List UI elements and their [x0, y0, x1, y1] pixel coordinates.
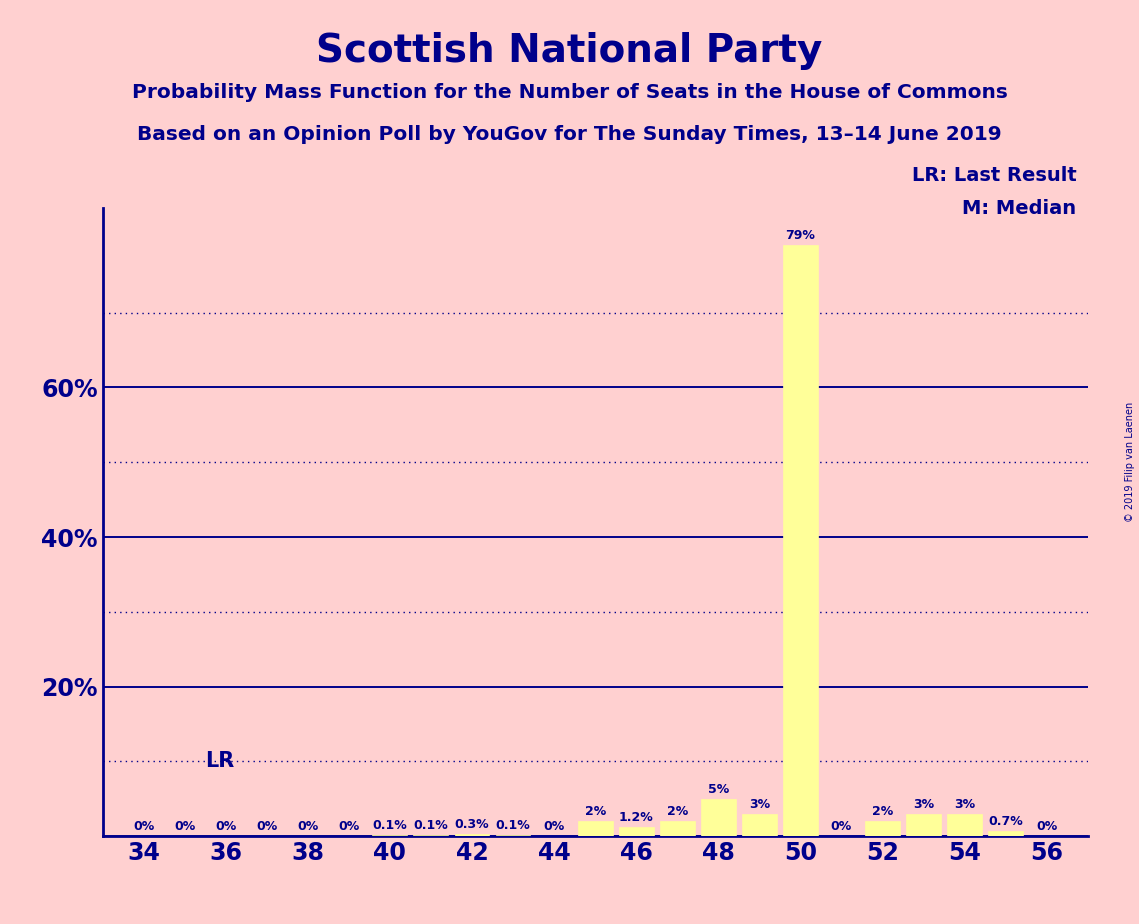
- Text: 0%: 0%: [133, 821, 154, 833]
- Text: 3%: 3%: [913, 797, 934, 810]
- Text: 0.1%: 0.1%: [495, 820, 531, 833]
- Text: 0.1%: 0.1%: [413, 820, 449, 833]
- Text: 0%: 0%: [256, 821, 277, 833]
- Text: 2%: 2%: [666, 806, 688, 819]
- Text: Probability Mass Function for the Number of Seats in the House of Commons: Probability Mass Function for the Number…: [132, 83, 1007, 103]
- Bar: [865, 821, 900, 836]
- Text: 0%: 0%: [297, 821, 319, 833]
- Text: 0%: 0%: [215, 821, 236, 833]
- Text: 3%: 3%: [748, 797, 770, 810]
- Bar: [907, 814, 941, 836]
- Bar: [782, 245, 818, 836]
- Text: LR: LR: [205, 751, 235, 772]
- Text: Based on an Opinion Poll by YouGov for The Sunday Times, 13–14 June 2019: Based on an Opinion Poll by YouGov for T…: [137, 125, 1002, 144]
- Bar: [577, 821, 613, 836]
- Bar: [741, 814, 777, 836]
- Text: 0.7%: 0.7%: [989, 815, 1023, 828]
- Text: 0%: 0%: [174, 821, 195, 833]
- Bar: [618, 827, 654, 836]
- Text: LR: Last Result: LR: Last Result: [911, 166, 1076, 186]
- Bar: [948, 814, 982, 836]
- Text: 0%: 0%: [830, 821, 852, 833]
- Text: 0%: 0%: [543, 821, 565, 833]
- Text: 5%: 5%: [707, 783, 729, 796]
- Text: 1.2%: 1.2%: [618, 811, 654, 824]
- Text: 0%: 0%: [338, 821, 360, 833]
- Bar: [454, 834, 490, 836]
- Bar: [700, 799, 736, 836]
- Text: 0%: 0%: [1036, 821, 1057, 833]
- Text: M: M: [790, 534, 811, 554]
- Text: © 2019 Filip van Laenen: © 2019 Filip van Laenen: [1125, 402, 1134, 522]
- Text: 3%: 3%: [954, 797, 975, 810]
- Bar: [659, 821, 695, 836]
- Text: 0.3%: 0.3%: [454, 818, 490, 831]
- Text: 79%: 79%: [786, 229, 816, 242]
- Text: 2%: 2%: [584, 806, 606, 819]
- Text: M: Median: M: Median: [962, 199, 1076, 218]
- Text: 2%: 2%: [871, 806, 893, 819]
- Bar: [989, 831, 1023, 836]
- Text: Scottish National Party: Scottish National Party: [317, 32, 822, 70]
- Text: 0.1%: 0.1%: [372, 820, 408, 833]
